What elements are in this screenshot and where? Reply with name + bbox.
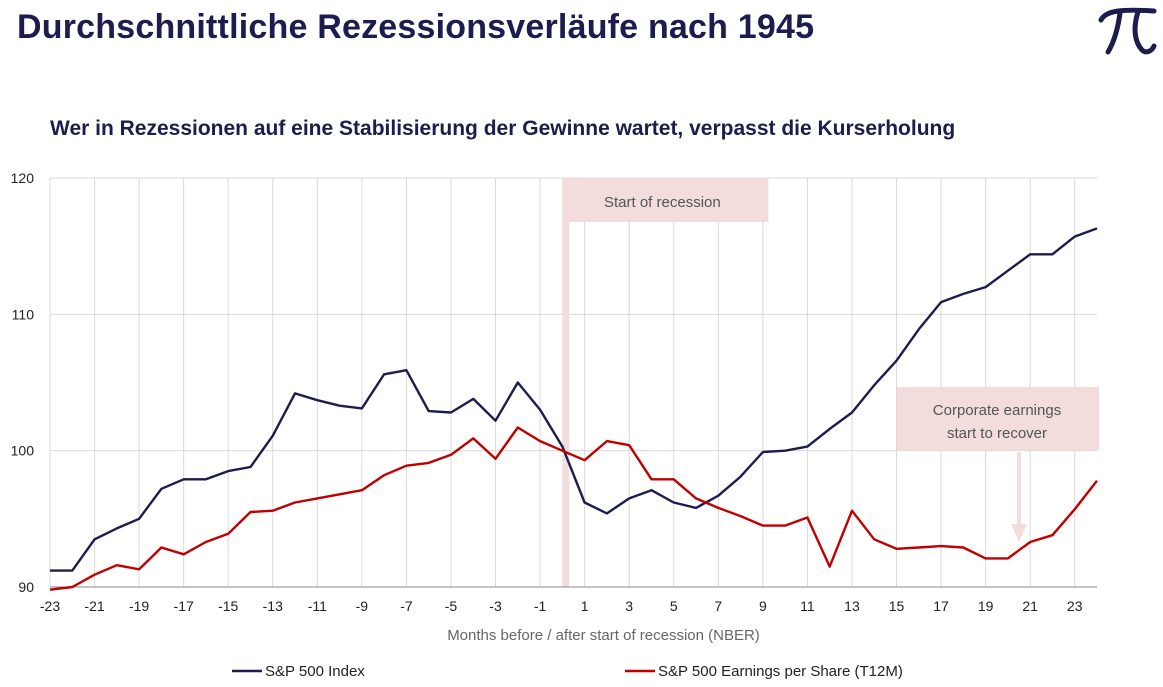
recession-start-marker [562, 178, 570, 587]
x-tick-label: 1 [581, 598, 589, 614]
earnings-recover-label-box [897, 387, 1099, 450]
chart-subtitle: Wer in Rezessionen auf eine Stabilisieru… [50, 117, 956, 140]
y-tick-label: 120 [11, 170, 35, 186]
x-tick-label: -3 [489, 598, 502, 614]
chart-axes: -23 -21 -19 -17 -15 -13 -11 -9 -7 -5 -3 -1 1 3 5 7 9 11 13… [11, 170, 1097, 644]
x-tick-label: 13 [844, 598, 860, 614]
earnings-recover-label-line2: start to recover [947, 425, 1047, 442]
x-tick-label: -11 [308, 598, 327, 614]
chart-annotations: Start of recession Corporate earnings star… [604, 194, 1099, 542]
x-tick-label: -15 [218, 598, 238, 614]
recession-start-band [562, 178, 769, 587]
x-tick-label: 9 [759, 598, 767, 614]
sp500-eps-line [49, 426, 1098, 591]
earnings-recover-arrow-head [1011, 524, 1028, 542]
sp500-index-line [50, 227, 1098, 572]
recession-line-chart: -23 -21 -19 -17 -15 -13 -11 -9 -7 -5 -3 -1 1 3 5 7 9 11 13… [11, 170, 1099, 680]
x-tick-label: -17 [174, 598, 194, 614]
x-tick-label: -9 [356, 598, 369, 614]
x-tick-label: -13 [263, 598, 283, 614]
y-tick-label: 100 [11, 443, 35, 459]
x-tick-label: 15 [889, 598, 905, 614]
x-tick-label: -21 [84, 598, 104, 614]
x-tick-label: -23 [40, 598, 60, 614]
y-tick-label: 110 [12, 306, 35, 322]
recession-start-label-box [562, 178, 769, 222]
legend-label-2: S&P 500 Earnings per Share (T12M) [658, 663, 903, 680]
x-tick-label: 11 [800, 598, 815, 614]
x-tick-label: 23 [1067, 598, 1083, 614]
x-tick-label: 17 [933, 598, 949, 614]
pi-logo-icon [1098, 7, 1157, 55]
x-tick-label: 5 [670, 598, 678, 614]
recession-start-label: Start of recession [604, 194, 721, 211]
x-tick-label: -19 [129, 598, 149, 614]
x-tick-label: 7 [714, 598, 722, 614]
chart-legend: S&P 500 Index S&P 500 Earnings per Share … [232, 663, 903, 680]
legend-label-1: S&P 500 Index [265, 663, 365, 680]
x-tick-label: 21 [1022, 598, 1038, 614]
x-axis-label: Months before / after start of recession… [447, 627, 760, 644]
x-tick-label: -5 [445, 598, 458, 614]
x-tick-label: -7 [400, 598, 413, 614]
page-title: Durchschnittliche Rezessionsverläufe nac… [17, 8, 815, 46]
chart-grid [49, 177, 1097, 588]
x-tick-label: 19 [978, 598, 994, 614]
earnings-recover-label-line1: Corporate earnings [933, 402, 1061, 419]
x-tick-label: -1 [534, 598, 547, 614]
y-tick-label: 90 [18, 579, 34, 595]
x-tick-label: 3 [625, 598, 633, 614]
chart-series [49, 227, 1098, 591]
